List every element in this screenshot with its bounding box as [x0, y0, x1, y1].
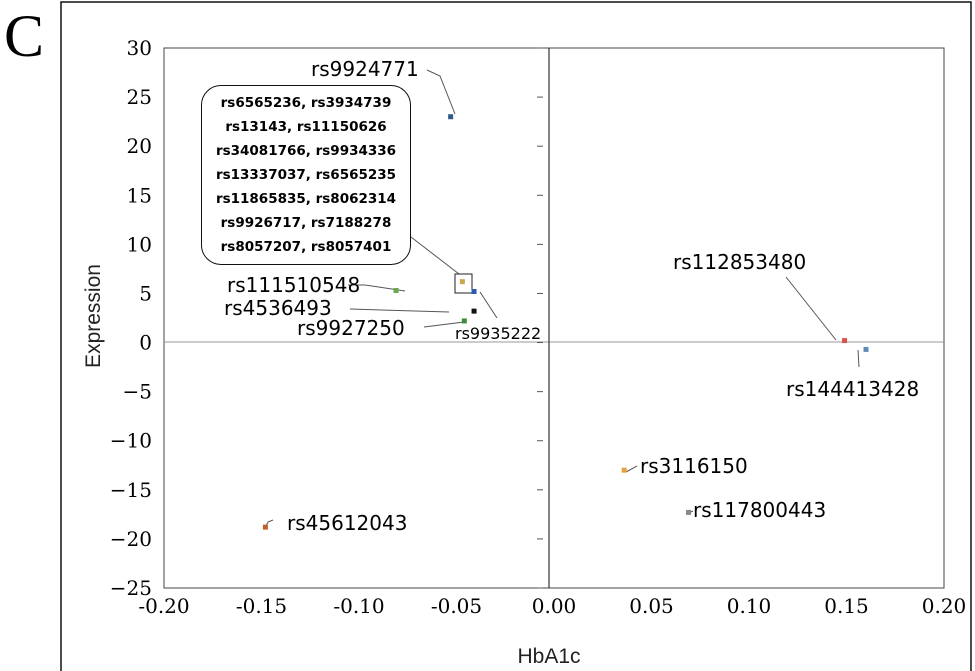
data-point	[393, 288, 399, 294]
x-tick-label: -0.10	[333, 594, 384, 618]
y-tick-label: −20	[110, 527, 152, 551]
leader-rs144413428	[857, 349, 860, 368]
x-tick-label: 0.00	[532, 594, 577, 618]
label-rs9935222: rs9935222	[455, 324, 541, 343]
label-rs117800443: rs117800443	[693, 498, 826, 522]
leader-callout	[410, 236, 460, 275]
data-points	[262, 114, 869, 530]
label-rs3116150: rs3116150	[640, 454, 748, 478]
leader-rs4536493	[349, 308, 450, 313]
callout-line: rs9926717, rs7188278	[220, 215, 392, 231]
plot-area	[163, 47, 945, 589]
figure-frame	[60, 1, 972, 671]
x-tick-label: 0.10	[727, 594, 772, 618]
y-tick-label: 25	[127, 85, 152, 109]
data-point	[471, 308, 477, 314]
leader-rs9935222	[479, 291, 498, 319]
panel-label: C	[4, 3, 45, 69]
y-axis-label: Expression	[82, 264, 105, 368]
leader-rs9924771	[426, 69, 456, 115]
x-tick-label: -0.15	[236, 594, 287, 618]
data-point	[459, 279, 465, 285]
data-point	[621, 467, 627, 473]
x-tick-label: -0.20	[138, 594, 189, 618]
label-rs144413428: rs144413428	[786, 377, 919, 401]
x-tick-label: 0.05	[629, 594, 674, 618]
y-tick-label: 15	[127, 183, 152, 207]
data-point	[863, 346, 869, 352]
label-rs45612043: rs45612043	[287, 511, 407, 535]
y-tick-label: 0	[139, 331, 152, 355]
y-tick-label: −25	[110, 576, 152, 600]
leader-rs9927250	[423, 321, 465, 328]
callout-line: rs6565236, rs3934739	[220, 95, 392, 111]
callout-line: rs8057207, rs8057401	[220, 239, 392, 255]
y-tick-marks	[537, 47, 543, 589]
leader-rs111510548	[348, 284, 406, 292]
label-rs112853480: rs112853480	[673, 250, 806, 274]
x-tick-label: 0.20	[922, 594, 967, 618]
y-tick-label: −10	[110, 429, 152, 453]
y-tick-label: 10	[127, 232, 152, 256]
y-tick-label: 20	[127, 134, 152, 158]
label-rs111510548: rs111510548	[227, 273, 360, 297]
callout-line: rs34081766, rs9934336	[215, 143, 397, 159]
y-tick-label: 30	[127, 36, 152, 60]
label-rs9927250: rs9927250	[297, 316, 405, 340]
callout-line: rs13143, rs11150626	[225, 119, 387, 135]
y-tick-label: −5	[123, 380, 152, 404]
y-tick-labels: 30 25 20 15 10 5 0 −5 −10 −15 −20 −25	[110, 36, 152, 600]
x-tick-labels: -0.20 -0.15 -0.10 -0.05 0.00 0.05 0.10 0.15 0.20	[138, 594, 966, 618]
x-axis-label: HbA1c	[517, 645, 580, 668]
label-rs4536493: rs4536493	[224, 296, 332, 320]
data-point	[448, 114, 454, 120]
y-tick-label: 5	[139, 281, 152, 305]
leader-rs3116150	[625, 465, 638, 473]
callout-line: rs13337037, rs6565235	[215, 167, 397, 183]
data-point	[262, 524, 268, 530]
callout-line: rs11865835, rs8062314	[215, 191, 397, 207]
data-point	[471, 288, 477, 294]
data-point	[461, 318, 467, 324]
x-tick-label: 0.15	[824, 594, 869, 618]
label-rs9924771: rs9924771	[311, 57, 419, 81]
y-tick-label: −15	[110, 478, 152, 502]
cluster-callout: rs6565236, rs3934739 rs13143, rs11150626…	[201, 85, 411, 265]
data-point	[686, 509, 692, 515]
cluster-box	[454, 273, 473, 294]
data-point	[842, 338, 848, 344]
leader-rs112853480	[785, 276, 837, 341]
x-tick-label: -0.05	[431, 594, 482, 618]
